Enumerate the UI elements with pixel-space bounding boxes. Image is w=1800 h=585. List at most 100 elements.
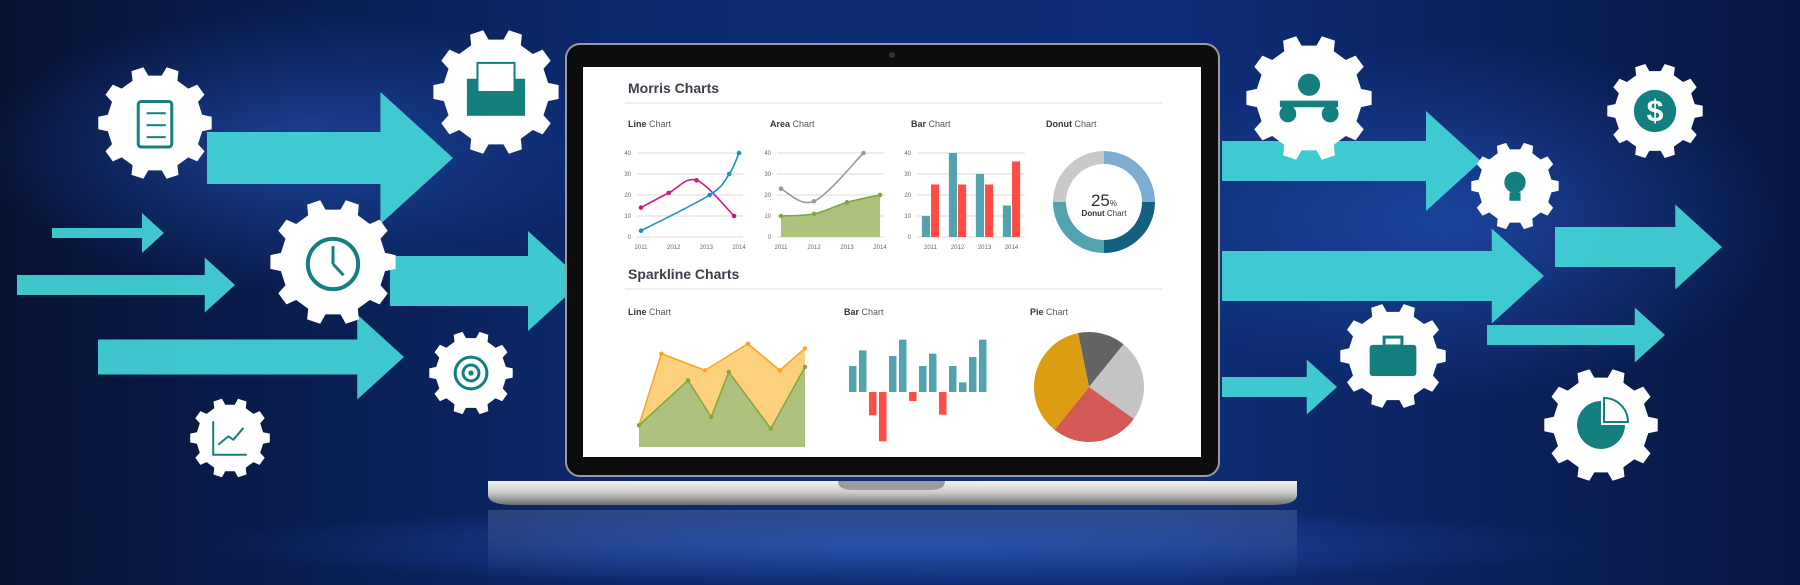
- donut-center-label: Donut Chart: [1082, 209, 1128, 218]
- clock-face: [305, 236, 361, 292]
- bar: [949, 366, 957, 392]
- arrow: [1222, 228, 1544, 324]
- series-line: [640, 178, 735, 217]
- x-tick-label: 2013: [978, 245, 992, 251]
- data-point: [745, 341, 751, 346]
- x-tick-label: 2014: [732, 245, 746, 251]
- gear: [433, 30, 559, 154]
- target-icon: [453, 355, 489, 391]
- sparkline-pie-title: Pie Chart: [1030, 307, 1069, 317]
- gear: [270, 200, 396, 324]
- bar: [1002, 205, 1011, 237]
- bar: [958, 184, 967, 237]
- pie-slice: [1078, 332, 1124, 387]
- x-tick-label: 2012: [951, 245, 965, 251]
- series-line: [638, 366, 806, 431]
- y-tick-label: 30: [764, 172, 771, 178]
- gear: [190, 398, 270, 478]
- bulb: [1504, 171, 1526, 193]
- series-line: [780, 194, 881, 217]
- data-point: [726, 369, 732, 375]
- data-point: [811, 211, 817, 217]
- bar: [849, 366, 857, 392]
- person: [1321, 105, 1339, 123]
- data-point: [778, 186, 784, 191]
- series-line: [640, 152, 740, 232]
- donut-segment: [1053, 151, 1104, 202]
- bar: [859, 350, 867, 392]
- y-tick-label: 0: [628, 235, 632, 241]
- target-ring: [453, 355, 489, 391]
- bar: [969, 357, 977, 392]
- coin: [1633, 89, 1677, 133]
- dollar-icon: $: [1633, 89, 1677, 133]
- donut-center-value: 25%: [1091, 191, 1117, 210]
- clipboard-outline: [136, 99, 174, 149]
- gear: [429, 331, 513, 415]
- donut-chart-title: Donut Chart: [1046, 119, 1097, 129]
- y-tick-label: 20: [624, 193, 631, 199]
- x-tick-label: 2014: [1005, 245, 1019, 251]
- data-point: [638, 205, 644, 210]
- data-point: [685, 378, 691, 383]
- arrow: [1222, 111, 1481, 211]
- data-point: [659, 351, 664, 356]
- arrow: [17, 257, 235, 313]
- arrow: [207, 92, 453, 224]
- x-tick-label: 2014: [873, 245, 887, 251]
- y-tick-label: 20: [904, 193, 911, 199]
- chart-lines: [212, 421, 247, 456]
- camera: [889, 52, 895, 58]
- data-point: [694, 178, 699, 183]
- donut-segment: [1104, 202, 1155, 253]
- sparkline-bar-title: Bar Chart: [844, 307, 884, 317]
- x-tick-label: 2013: [700, 245, 714, 251]
- list-line: [146, 124, 166, 127]
- arrow: [52, 213, 164, 253]
- pie-slice: [1089, 344, 1144, 419]
- data-point: [777, 368, 782, 373]
- y-tick-label: 40: [624, 151, 631, 157]
- x-tick-label: 2012: [807, 245, 821, 251]
- morris-title: Morris Charts: [628, 80, 719, 96]
- bar: [985, 184, 994, 237]
- data-point: [877, 192, 883, 198]
- bar: [921, 216, 930, 237]
- person: [1279, 105, 1297, 123]
- letter: [476, 61, 516, 93]
- line-chart-title: Line Chart: [628, 119, 672, 129]
- data-point: [736, 150, 742, 156]
- bar: [919, 366, 927, 392]
- pie-slice: [1603, 397, 1629, 423]
- bar: [869, 392, 877, 416]
- bar: [959, 382, 967, 392]
- dollar-sign: $: [1647, 95, 1664, 128]
- y-tick-label: 10: [904, 214, 911, 220]
- bar: [979, 339, 987, 392]
- list-line: [146, 112, 166, 115]
- arrow: [1555, 204, 1722, 290]
- bar: [975, 174, 984, 237]
- sparkline-line-title: Line Chart: [628, 307, 672, 317]
- data-point: [844, 200, 850, 205]
- pie-slice: [1054, 387, 1134, 442]
- data-point: [768, 426, 774, 431]
- data-point: [811, 199, 817, 204]
- x-tick-label: 2011: [775, 245, 789, 251]
- list-line: [146, 136, 166, 139]
- target-ring: [461, 363, 481, 383]
- gear: $: [1607, 64, 1703, 158]
- data-point: [702, 368, 708, 373]
- data-point: [638, 228, 644, 233]
- y-tick-label: 40: [904, 151, 911, 157]
- bulb-base: [1509, 192, 1521, 201]
- laptop-base: [488, 481, 1297, 505]
- bar: [929, 353, 937, 392]
- bar-chart-title: Bar Chart: [911, 119, 951, 129]
- data-point: [666, 190, 672, 196]
- bar: [1012, 161, 1021, 237]
- y-tick-label: 10: [624, 214, 631, 220]
- pie-main: [1577, 401, 1625, 449]
- gear: [98, 67, 212, 179]
